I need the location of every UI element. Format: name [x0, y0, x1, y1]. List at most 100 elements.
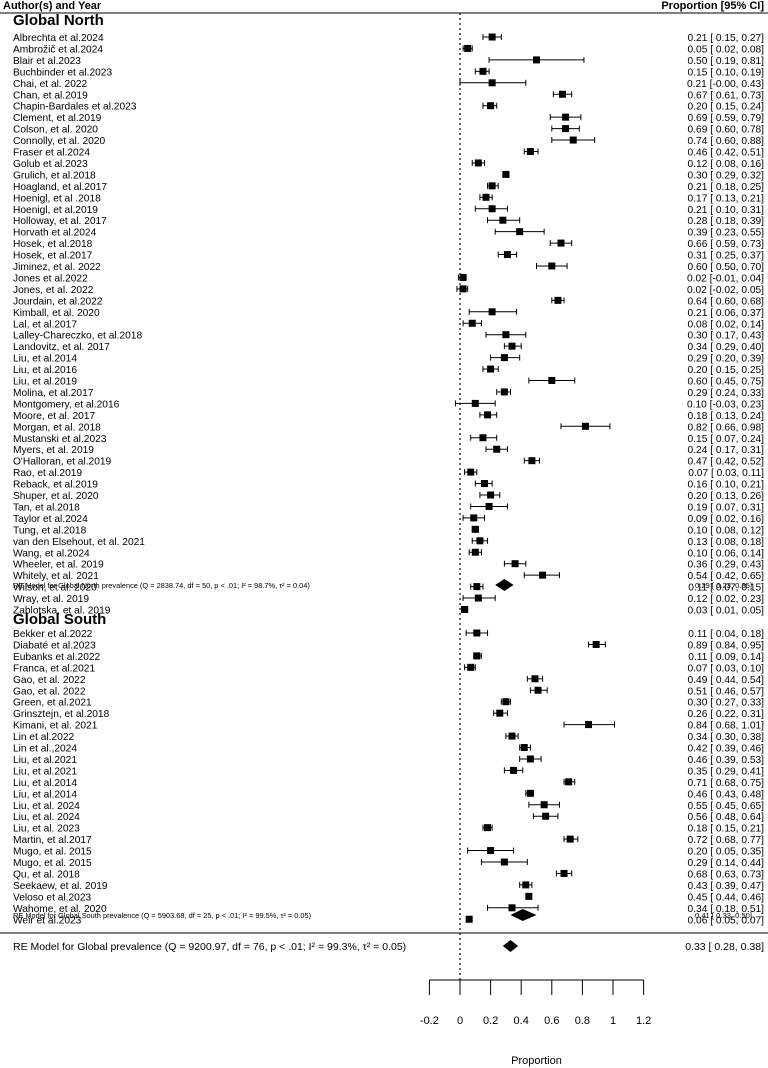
study-label: Whitely, et al. 2021	[13, 571, 99, 582]
study-estimate-ci: 0.15 [ 0.07, 0.24]	[688, 434, 765, 445]
study-label: Diabaté et al.2023	[13, 640, 96, 651]
study-label: Jones, et al. 2022	[13, 285, 94, 296]
study-estimate-ci: 0.31 [ 0.25, 0.37]	[688, 251, 765, 262]
point-estimate	[476, 537, 484, 545]
study-estimate-ci: 0.89 [ 0.84, 0.95]	[688, 640, 765, 651]
study-estimate-ci: 0.17 [ 0.13, 0.21]	[688, 193, 765, 204]
point-estimate	[592, 640, 600, 648]
study-label: Molina, et al.2017	[13, 388, 94, 399]
point-estimate	[526, 148, 534, 155]
study-estimate-ci: 0.71 [ 0.68, 0.75]	[688, 778, 765, 789]
point-estimate	[502, 331, 510, 339]
study-label: Mustanski et al.2023	[13, 434, 107, 445]
study-label: Lal, et al.2017	[13, 319, 77, 330]
point-estimate	[488, 205, 496, 213]
study-estimate-ci: 0.20 [ 0.15, 0.24]	[688, 102, 765, 113]
x-axis-tick-label: 0.8	[575, 1015, 590, 1027]
point-estimate	[526, 789, 534, 797]
study-label: Jourdain, et al.2022	[13, 296, 103, 307]
study-label: Eubanks et al.2022	[13, 652, 101, 663]
study-estimate-ci: 0.20 [ 0.15, 0.25]	[688, 365, 765, 376]
study-estimate-ci: 0.67 [ 0.61, 0.73]	[688, 90, 765, 101]
point-estimate	[465, 915, 473, 923]
study-label: Seekaew, et al. 2019	[13, 881, 108, 892]
study-estimate-ci: 0.21 [ 0.10, 0.31]	[688, 205, 765, 216]
x-axis-tick-label: 1.2	[636, 1015, 651, 1027]
group-summary-estimate: 0.29 [ 0.23, 0.35]	[695, 581, 752, 590]
study-label: Liu, et al.2019	[13, 377, 77, 388]
point-estimate	[516, 228, 524, 236]
study-label: Tan, et al.2018	[13, 502, 80, 513]
study-estimate-ci: 0.18 [ 0.15, 0.21]	[688, 824, 765, 835]
study-estimate-ci: 0.29 [ 0.20, 0.39]	[688, 354, 765, 365]
study-estimate-ci: 0.11 [ 0.04, 0.18]	[688, 629, 764, 640]
study-label: Myers, et al. 2019	[13, 445, 94, 456]
point-estimate	[471, 525, 479, 533]
study-estimate-ci: 0.12 [ 0.02, 0.23]	[688, 594, 765, 605]
study-label: Gao, et al. 2022	[13, 675, 86, 686]
study-estimate-ci: 0.15 [ 0.10, 0.19]	[688, 67, 765, 78]
study-label: Tung, et al.2018	[13, 525, 87, 536]
study-label: Grulich, et al.2018	[13, 170, 96, 181]
point-estimate	[562, 113, 570, 121]
study-label: Liu, et al.2014	[13, 778, 77, 789]
study-estimate-ci: 0.56 [ 0.48, 0.64]	[688, 812, 765, 823]
study-label: Chapin-Bardales et al.2023	[13, 102, 137, 113]
study-label: Shuper, et al. 2020	[13, 491, 99, 502]
study-estimate-ci: 0.66 [ 0.59, 0.73]	[688, 239, 765, 250]
study-label: Buchbinder et al.2023	[13, 67, 112, 78]
study-estimate-ci: 0.21 [ 0.18, 0.25]	[688, 182, 765, 193]
study-estimate-ci: 0.51 [ 0.46, 0.57]	[688, 686, 765, 697]
point-estimate	[487, 847, 495, 855]
study-estimate-ci: 0.82 [ 0.66, 0.98]	[688, 422, 765, 433]
study-estimate-ci: 0.84 [ 0.68, 1.01]	[688, 721, 765, 732]
study-estimate-ci: 0.60 [ 0.50, 0.70]	[688, 262, 765, 273]
study-label: Rao, et al.2019	[13, 468, 82, 479]
point-estimate	[473, 583, 481, 591]
study-estimate-ci: 0.43 [ 0.39, 0.47]	[688, 881, 765, 892]
study-label: Liu, et al. 2023	[13, 824, 80, 835]
point-estimate	[474, 159, 482, 167]
study-label: Liu, et al.2021	[13, 766, 77, 777]
study-estimate-ci: 0.21 [ 0.15, 0.27]	[688, 33, 765, 44]
point-estimate	[581, 422, 589, 430]
study-estimate-ci: 0.19 [ 0.07, 0.31]	[688, 502, 765, 513]
overall-summary-diamond	[502, 940, 519, 952]
point-estimate	[479, 434, 487, 442]
point-estimate	[485, 502, 493, 510]
study-label: Fraser et al.2024	[13, 148, 90, 159]
point-estimate	[522, 881, 530, 889]
point-estimate	[540, 801, 548, 809]
study-label: Liu, et al.2014	[13, 354, 77, 365]
study-label: Hoenigl, et al .2018	[13, 193, 101, 204]
study-label: Kimball, et al. 2020	[13, 308, 100, 319]
x-axis-tick-label: 0.4	[514, 1015, 529, 1027]
study-estimate-ci: 0.42 [ 0.39, 0.46]	[688, 744, 765, 755]
study-label: Lin et al.2022	[13, 732, 75, 743]
point-estimate	[511, 560, 519, 568]
study-estimate-ci: 0.30 [ 0.29, 0.32]	[688, 170, 765, 181]
study-label: Reback, et al.2019	[13, 480, 98, 491]
point-estimate	[488, 182, 496, 190]
study-label: Albrechta et al.2024	[13, 33, 104, 44]
point-estimate	[482, 193, 490, 201]
point-estimate	[508, 342, 516, 350]
study-label: Hosek, et al.2018	[13, 239, 93, 250]
study-estimate-ci: 0.12 [ 0.08, 0.16]	[688, 159, 765, 170]
group-summary-label: RE Model for Global North prevalence (Q …	[13, 581, 310, 590]
study-estimate-ci: 0.03 [ 0.01, 0.05]	[688, 606, 765, 617]
point-estimate	[508, 904, 516, 912]
study-estimate-ci: 0.10 [-0.03, 0.23]	[687, 399, 764, 410]
study-estimate-ci: 0.30 [ 0.27, 0.33]	[688, 698, 765, 709]
study-label: Hoagland, et al.2017	[13, 182, 107, 193]
study-estimate-ci: 0.68 [ 0.63, 0.73]	[688, 869, 765, 880]
study-estimate-ci: 0.69 [ 0.60, 0.78]	[688, 125, 765, 136]
point-estimate	[503, 251, 511, 259]
group-summary-estimate: 0.41 [ 0.33, 0.50]	[695, 911, 752, 920]
study-label: Martin, et al.2017	[13, 835, 92, 846]
study-estimate-ci: 0.74 [ 0.60, 0.88]	[688, 136, 765, 147]
overall-summary-estimate: 0.33 [ 0.28, 0.38]	[685, 941, 764, 953]
study-label: Blair et al.2023	[13, 56, 81, 67]
study-estimate-ci: 0.20 [ 0.13, 0.26]	[688, 491, 765, 502]
study-label: Wahome, et al. 2020	[13, 904, 107, 915]
